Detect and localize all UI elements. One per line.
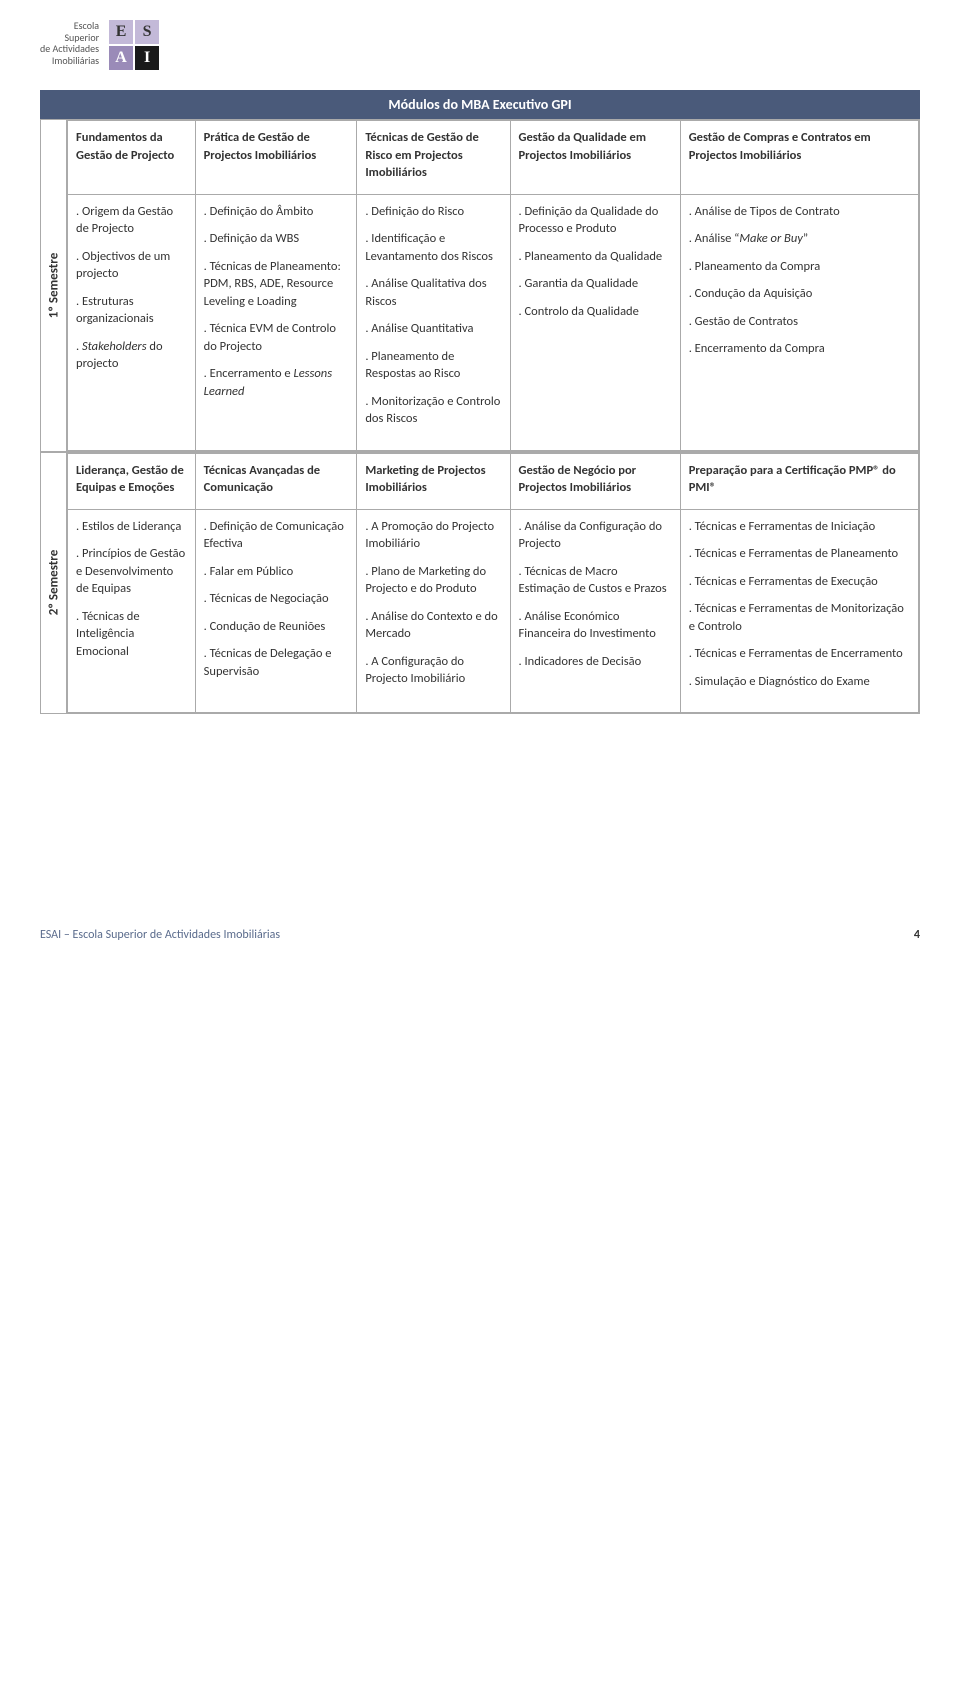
- bullet: . Análise da Configuração do Projecto: [519, 518, 672, 553]
- bullet: . A Configuração do Projecto Imobiliário: [365, 653, 501, 688]
- bullet: . Princípios de Gestão e Desenvolvimento…: [76, 545, 187, 598]
- bullet: . Técnicas e Ferramentas de Execução: [689, 573, 910, 591]
- semester-2-label: 2º Semestre: [40, 452, 66, 715]
- logo-line: de Actividades: [40, 43, 99, 55]
- logo: Escola Superior de Actividades Imobiliár…: [40, 20, 920, 70]
- col-header: Fundamentos da Gestão de Projecto: [68, 121, 196, 195]
- logo-grid: E S A I: [109, 20, 159, 70]
- bullet: . Stakeholders do projecto: [76, 338, 187, 373]
- bullet: . Simulação e Diagnóstico do Exame: [689, 673, 910, 691]
- bullet: . Indicadores de Decisão: [519, 653, 672, 671]
- col-header: Prática de Gestão de Projectos Imobiliár…: [195, 121, 357, 195]
- text-emph: Stakeholders: [82, 339, 147, 354]
- bullet: . Planeamento da Qualidade: [519, 248, 672, 266]
- logo-cell-a: A: [109, 46, 133, 70]
- footer: ESAI – Escola Superior de Actividades Im…: [40, 924, 920, 942]
- bullet: . Definição da WBS: [204, 230, 349, 248]
- logo-cell-s: S: [135, 20, 159, 44]
- cell: . Definição do Risco . Identificação e L…: [357, 194, 510, 450]
- bullet: . Falar em Público: [204, 563, 349, 581]
- bullet: . Gestão de Contratos: [689, 313, 910, 331]
- cell: . Definição do Âmbito . Definição da WBS…: [195, 194, 357, 450]
- text: . Encerramento e: [204, 366, 294, 381]
- cell: . Origem da Gestão de Projecto . Objecti…: [68, 194, 196, 450]
- bullet: . Técnicas de Inteligência Emocional: [76, 608, 187, 661]
- logo-text: Escola Superior de Actividades Imobiliár…: [40, 20, 99, 66]
- bullet: . Análise Económico Financeira do Invest…: [519, 608, 672, 643]
- semester-1-table: Fundamentos da Gestão de Projecto Prátic…: [67, 120, 919, 451]
- page-title: Módulos do MBA Executivo GPI: [40, 90, 920, 119]
- bullet: . Técnicas e Ferramentas de Planeamento: [689, 545, 910, 563]
- bullet: . Plano de Marketing do Projecto e do Pr…: [365, 563, 501, 598]
- bullet: . Análise de Tipos de Contrato: [689, 203, 910, 221]
- bullet: . Técnica EVM de Controlo do Projecto: [204, 320, 349, 355]
- semester-2-block: 2º Semestre Liderança, Gestão de Equipas…: [40, 452, 920, 715]
- cell: . Definição da Qualidade do Processo e P…: [510, 194, 680, 450]
- semester-1-label: 1º Semestre: [40, 119, 66, 452]
- bullet: . Técnicas e Ferramentas de Encerramento: [689, 645, 910, 663]
- bullet: . Planeamento de Respostas ao Risco: [365, 348, 501, 383]
- bullet: . Técnicas de Planeamento: PDM, RBS, ADE…: [204, 258, 349, 311]
- bullet: . Análise Quantitativa: [365, 320, 501, 338]
- bullet: . Planeamento da Compra: [689, 258, 910, 276]
- bullet: . Monitorização e Controlo dos Riscos: [365, 393, 501, 428]
- col-header: Gestão da Qualidade em Projectos Imobili…: [510, 121, 680, 195]
- cell: . Análise de Tipos de Contrato . Análise…: [680, 194, 918, 450]
- table-header-row: Liderança, Gestão de Equipas e Emoções T…: [68, 453, 919, 509]
- bullet: . Técnicas e Ferramentas de Iniciação: [689, 518, 910, 536]
- logo-cell-e: E: [109, 20, 133, 44]
- logo-line: Escola: [40, 20, 99, 32]
- bullet: . Origem da Gestão de Projecto: [76, 203, 187, 238]
- col-header: Gestão de Compras e Contratos em Project…: [680, 121, 918, 195]
- text: . Análise “: [689, 231, 740, 246]
- col-header: Marketing de Projectos Imobiliários: [357, 453, 510, 509]
- semester-2-table: Liderança, Gestão de Equipas e Emoções T…: [67, 453, 919, 714]
- table-row: . Estilos de Liderança . Princípios de G…: [68, 509, 919, 713]
- bullet: . Condução de Reuniões: [204, 618, 349, 636]
- bullet: . Análise Qualitativa dos Riscos: [365, 275, 501, 310]
- bullet: . Técnicas e Ferramentas de Monitorizaçã…: [689, 600, 910, 635]
- bullet: . Técnicas de Negociação: [204, 590, 349, 608]
- bullet: . Encerramento e Lessons Learned: [204, 365, 349, 400]
- table-header-row: Fundamentos da Gestão de Projecto Prátic…: [68, 121, 919, 195]
- table-row: . Origem da Gestão de Projecto . Objecti…: [68, 194, 919, 450]
- bullet: . Objectivos de um projecto: [76, 248, 187, 283]
- bullet: . Análise “Make or Buy”: [689, 230, 910, 248]
- bullet: . Garantia da Qualidade: [519, 275, 672, 293]
- bullet: . Definição do Risco: [365, 203, 501, 221]
- text: ”: [803, 231, 808, 246]
- cell: . Definição de Comunicação Efectiva . Fa…: [195, 509, 357, 713]
- bullet: . Encerramento da Compra: [689, 340, 910, 358]
- cell: . Técnicas e Ferramentas de Iniciação . …: [680, 509, 918, 713]
- bullet: . Identificação e Levantamento dos Risco…: [365, 230, 501, 265]
- bullet: . Definição de Comunicação Efectiva: [204, 518, 349, 553]
- bullet: . Estruturas organizacionais: [76, 293, 187, 328]
- footer-text: ESAI – Escola Superior de Actividades Im…: [40, 928, 280, 942]
- bullet: . Definição da Qualidade do Processo e P…: [519, 203, 672, 238]
- bullet: . Controlo da Qualidade: [519, 303, 672, 321]
- page-number: 4: [914, 928, 920, 942]
- logo-cell-i: I: [135, 46, 159, 70]
- bullet: . Técnicas de Delegação e Supervisão: [204, 645, 349, 680]
- cell: . Estilos de Liderança . Princípios de G…: [68, 509, 196, 713]
- bullet: . Definição do Âmbito: [204, 203, 349, 221]
- bullet: . A Promoção do Projecto Imobiliário: [365, 518, 501, 553]
- col-header: Preparação para a Certificação PMP® do P…: [680, 453, 918, 509]
- semester-1-label-text: 1º Semestre: [46, 252, 61, 318]
- bullet: . Estilos de Liderança: [76, 518, 187, 536]
- cell: . A Promoção do Projecto Imobiliário . P…: [357, 509, 510, 713]
- cell: . Análise da Configuração do Projecto . …: [510, 509, 680, 713]
- col-header: Gestão de Negócio por Projectos Imobiliá…: [510, 453, 680, 509]
- col-header: Técnicas de Gestão de Risco em Projectos…: [357, 121, 510, 195]
- bullet: . Técnicas de Macro Estimação de Custos …: [519, 563, 672, 598]
- semester-1-block: 1º Semestre Fundamentos da Gestão de Pro…: [40, 119, 920, 452]
- semester-2-label-text: 2º Semestre: [46, 550, 61, 616]
- bullet: . Análise do Contexto e do Mercado: [365, 608, 501, 643]
- logo-line: Imobiliárias: [40, 55, 99, 67]
- col-header: Liderança, Gestão de Equipas e Emoções: [68, 453, 196, 509]
- bullet: . Condução da Aquisição: [689, 285, 910, 303]
- text-emph: Make or Buy: [739, 231, 803, 246]
- col-header: Técnicas Avançadas de Comunicação: [195, 453, 357, 509]
